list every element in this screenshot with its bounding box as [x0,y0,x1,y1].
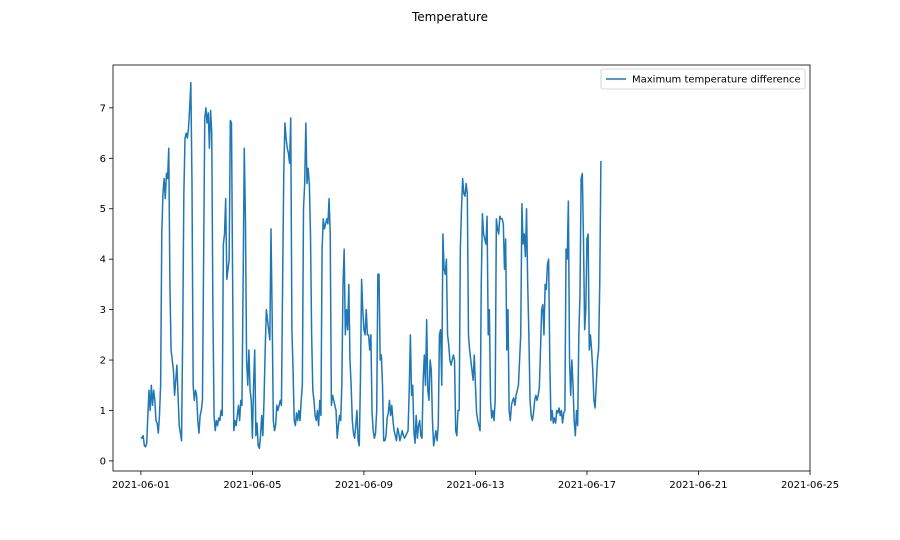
y-tick-label: 6 [100,154,106,165]
x-axis: 2021-06-01 2021-06-05 2021-06-09 2021-06-13… [112,471,839,491]
legend: Maximum temperature difference [600,68,806,90]
plot-frame [112,64,811,472]
legend-label: Maximum temperature difference [632,75,801,86]
x-tick-label: 2021-06-05 [223,480,281,491]
x-tick-label: 2021-06-17 [558,480,616,491]
legend-box [600,68,806,90]
y-tick-label: 2 [100,356,106,367]
x-tick-label: 2021-06-01 [112,480,170,491]
x-tick-label: 2021-06-13 [446,480,504,491]
y-tick-label: 0 [100,456,106,467]
y-axis: 0 1 2 3 4 5 6 7 [100,103,113,467]
y-tick-label: 7 [100,103,106,114]
chart-title: Temperature [411,10,488,24]
series-line-0 [140,81,602,450]
y-tick-label: 1 [100,406,106,417]
y-tick-label: 3 [100,305,106,316]
x-tick-label: 2021-06-25 [781,480,839,491]
y-tick-label: 5 [100,204,106,215]
y-tick-label: 4 [100,255,106,266]
x-tick-label: 2021-06-21 [669,480,727,491]
x-tick-label: 2021-06-09 [335,480,393,491]
